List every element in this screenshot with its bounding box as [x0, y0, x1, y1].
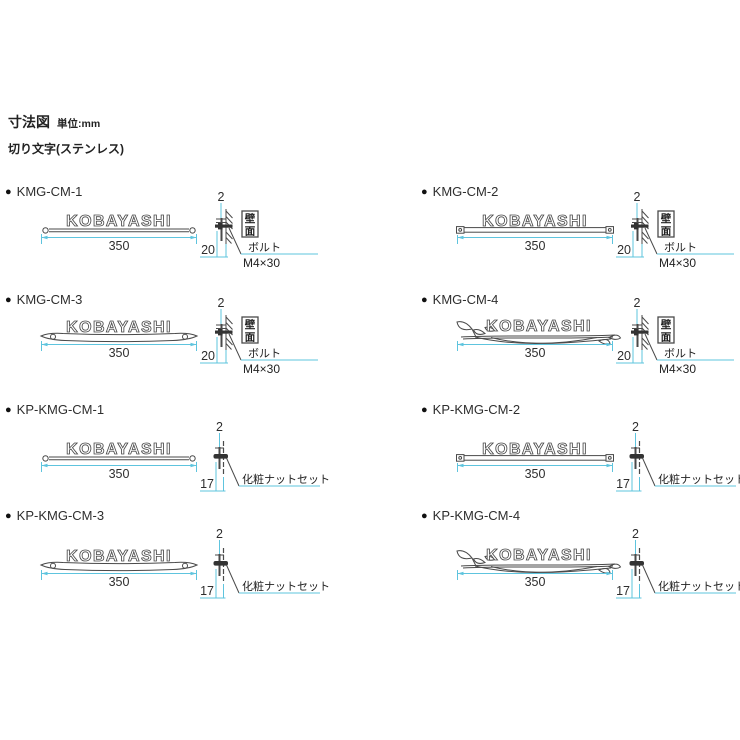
depth-dimension: 20	[201, 243, 215, 257]
depth-dimension: 17	[200, 477, 214, 491]
bullet-icon: ●	[421, 186, 428, 198]
width-dimension: 350	[109, 575, 130, 589]
product-block-kp-kmg-cm-4: ● KP-KMG-CM-4 KOBAYASHI 350 2 17 化粧ナットセット	[421, 509, 740, 613]
product-code: KMG-CM-4	[432, 292, 499, 307]
nut-set-label: 化粧ナットセット	[658, 472, 740, 486]
bullet-icon: ●	[421, 510, 428, 522]
thickness-dimension: 2	[216, 527, 223, 541]
depth-dimension: 17	[616, 477, 630, 491]
unit-label: 単位:mm	[57, 118, 101, 130]
width-dimension: 350	[525, 467, 546, 481]
product-code: KP-KMG-CM-3	[16, 508, 105, 523]
product-label: ● KP-KMG-CM-3	[5, 509, 104, 523]
depth-dimension: 20	[201, 349, 215, 363]
dimension-drawing: KOBAYASHI 350 2 17 化粧ナットセット	[40, 527, 330, 599]
product-label: ● KMG-CM-2	[421, 185, 498, 199]
dimension-drawing: KOBAYASHI 350 2 20 壁 面 ボルト M4×30	[456, 296, 735, 376]
width-dimension: 350	[109, 239, 130, 253]
page-subtitle: 切り文字(ステンレス)	[8, 142, 124, 156]
product-label: ● KMG-CM-3	[5, 293, 82, 307]
wall-label-top: 壁	[661, 212, 672, 225]
bolt-spec: M4×30	[243, 256, 280, 270]
wall-label-bottom: 面	[661, 332, 672, 344]
product-block-kmg-cm-2: ● KMG-CM-2 KOBAYASHI 350 2 20 壁 面 ボルト M4×…	[421, 185, 740, 289]
bullet-icon: ●	[5, 186, 12, 198]
bolt-label: ボルト	[248, 241, 281, 254]
wall-label-top: 壁	[245, 318, 256, 331]
page-title: 寸法図	[8, 114, 50, 130]
product-code: KP-KMG-CM-4	[432, 508, 521, 523]
nameplate-text: KOBAYASHI	[486, 547, 592, 564]
bolt-spec: M4×30	[659, 362, 696, 376]
nut-set-label: 化粧ナットセット	[242, 579, 330, 593]
bullet-icon: ●	[5, 510, 12, 522]
bullet-icon: ●	[421, 294, 428, 306]
dimension-drawing: KOBAYASHI 350 2 17 化粧ナットセット	[41, 420, 330, 492]
width-dimension: 350	[525, 346, 546, 360]
bolt-label: ボルト	[248, 347, 281, 360]
product-block-kmg-cm-4: ● KMG-CM-4 KOBAYASHI 350 2 20 壁 面 ボルト M4×…	[421, 293, 740, 397]
thickness-dimension: 2	[218, 296, 225, 310]
thickness-dimension: 2	[216, 420, 223, 434]
thickness-dimension: 2	[218, 190, 225, 204]
bolt-label: ボルト	[664, 347, 697, 360]
thickness-dimension: 2	[632, 527, 639, 541]
product-code: KP-KMG-CM-2	[432, 402, 521, 417]
thickness-dimension: 2	[634, 296, 641, 310]
nameplate-text: KOBAYASHI	[66, 319, 172, 336]
product-code: KP-KMG-CM-1	[16, 402, 105, 417]
product-block-kp-kmg-cm-2: ● KP-KMG-CM-2 KOBAYASHI 350 2 17 化粧ナットセット	[421, 403, 740, 507]
bullet-icon: ●	[5, 294, 12, 306]
width-dimension: 350	[109, 467, 130, 481]
product-label: ● KP-KMG-CM-1	[5, 403, 104, 417]
nameplate-text: KOBAYASHI	[486, 318, 592, 335]
width-dimension: 350	[525, 575, 546, 589]
product-block-kmg-cm-3: ● KMG-CM-3 KOBAYASHI 350 2 20 壁 面 ボルト M4×…	[5, 293, 360, 397]
depth-dimension: 17	[200, 584, 214, 598]
depth-dimension: 20	[617, 243, 631, 257]
width-dimension: 350	[525, 239, 546, 253]
wall-label-bottom: 面	[661, 226, 672, 238]
thickness-dimension: 2	[632, 420, 639, 434]
wall-label-top: 壁	[661, 318, 672, 331]
page-header: 寸法図 単位:mm	[8, 112, 100, 132]
depth-dimension: 20	[617, 349, 631, 363]
product-label: ● KMG-CM-1	[5, 185, 82, 199]
product-label: ● KP-KMG-CM-4	[421, 509, 520, 523]
bullet-icon: ●	[5, 404, 12, 416]
product-block-kmg-cm-1: ● KMG-CM-1 KOBAYASHI 350 2 20 壁 面 ボルト M4×…	[5, 185, 360, 289]
nameplate-text: KOBAYASHI	[482, 213, 588, 230]
dimension-drawing: KOBAYASHI 350 2 17 化粧ナットセット	[456, 527, 740, 599]
nameplate-text: KOBAYASHI	[66, 548, 172, 565]
bolt-label: ボルト	[664, 241, 697, 254]
product-label: ● KMG-CM-4	[421, 293, 498, 307]
wall-label-bottom: 面	[245, 332, 256, 344]
nameplate-text: KOBAYASHI	[482, 441, 588, 458]
wall-label-bottom: 面	[245, 226, 256, 238]
nameplate-text: KOBAYASHI	[66, 213, 172, 230]
dimension-drawing: KOBAYASHI 350 2 20 壁 面 ボルト M4×30	[456, 190, 735, 270]
dimension-drawing: KOBAYASHI 350 2 17 化粧ナットセット	[456, 420, 740, 492]
bullet-icon: ●	[421, 404, 428, 416]
bolt-spec: M4×30	[243, 362, 280, 376]
product-label: ● KP-KMG-CM-2	[421, 403, 520, 417]
wall-label-top: 壁	[245, 212, 256, 225]
bolt-spec: M4×30	[659, 256, 696, 270]
product-block-kp-kmg-cm-1: ● KP-KMG-CM-1 KOBAYASHI 350 2 17 化粧ナットセット	[5, 403, 360, 507]
nameplate-text: KOBAYASHI	[66, 441, 172, 458]
product-code: KMG-CM-1	[16, 184, 83, 199]
nut-set-label: 化粧ナットセット	[658, 579, 740, 593]
dimension-drawing: KOBAYASHI 350 2 20 壁 面 ボルト M4×30	[41, 190, 319, 270]
product-block-kp-kmg-cm-3: ● KP-KMG-CM-3 KOBAYASHI 350 2 17 化粧ナットセット	[5, 509, 360, 613]
thickness-dimension: 2	[634, 190, 641, 204]
depth-dimension: 17	[616, 584, 630, 598]
product-code: KMG-CM-3	[16, 292, 83, 307]
product-code: KMG-CM-2	[432, 184, 499, 199]
dimension-drawing: KOBAYASHI 350 2 20 壁 面 ボルト M4×30	[40, 296, 319, 376]
width-dimension: 350	[109, 346, 130, 360]
nut-set-label: 化粧ナットセット	[242, 472, 330, 486]
